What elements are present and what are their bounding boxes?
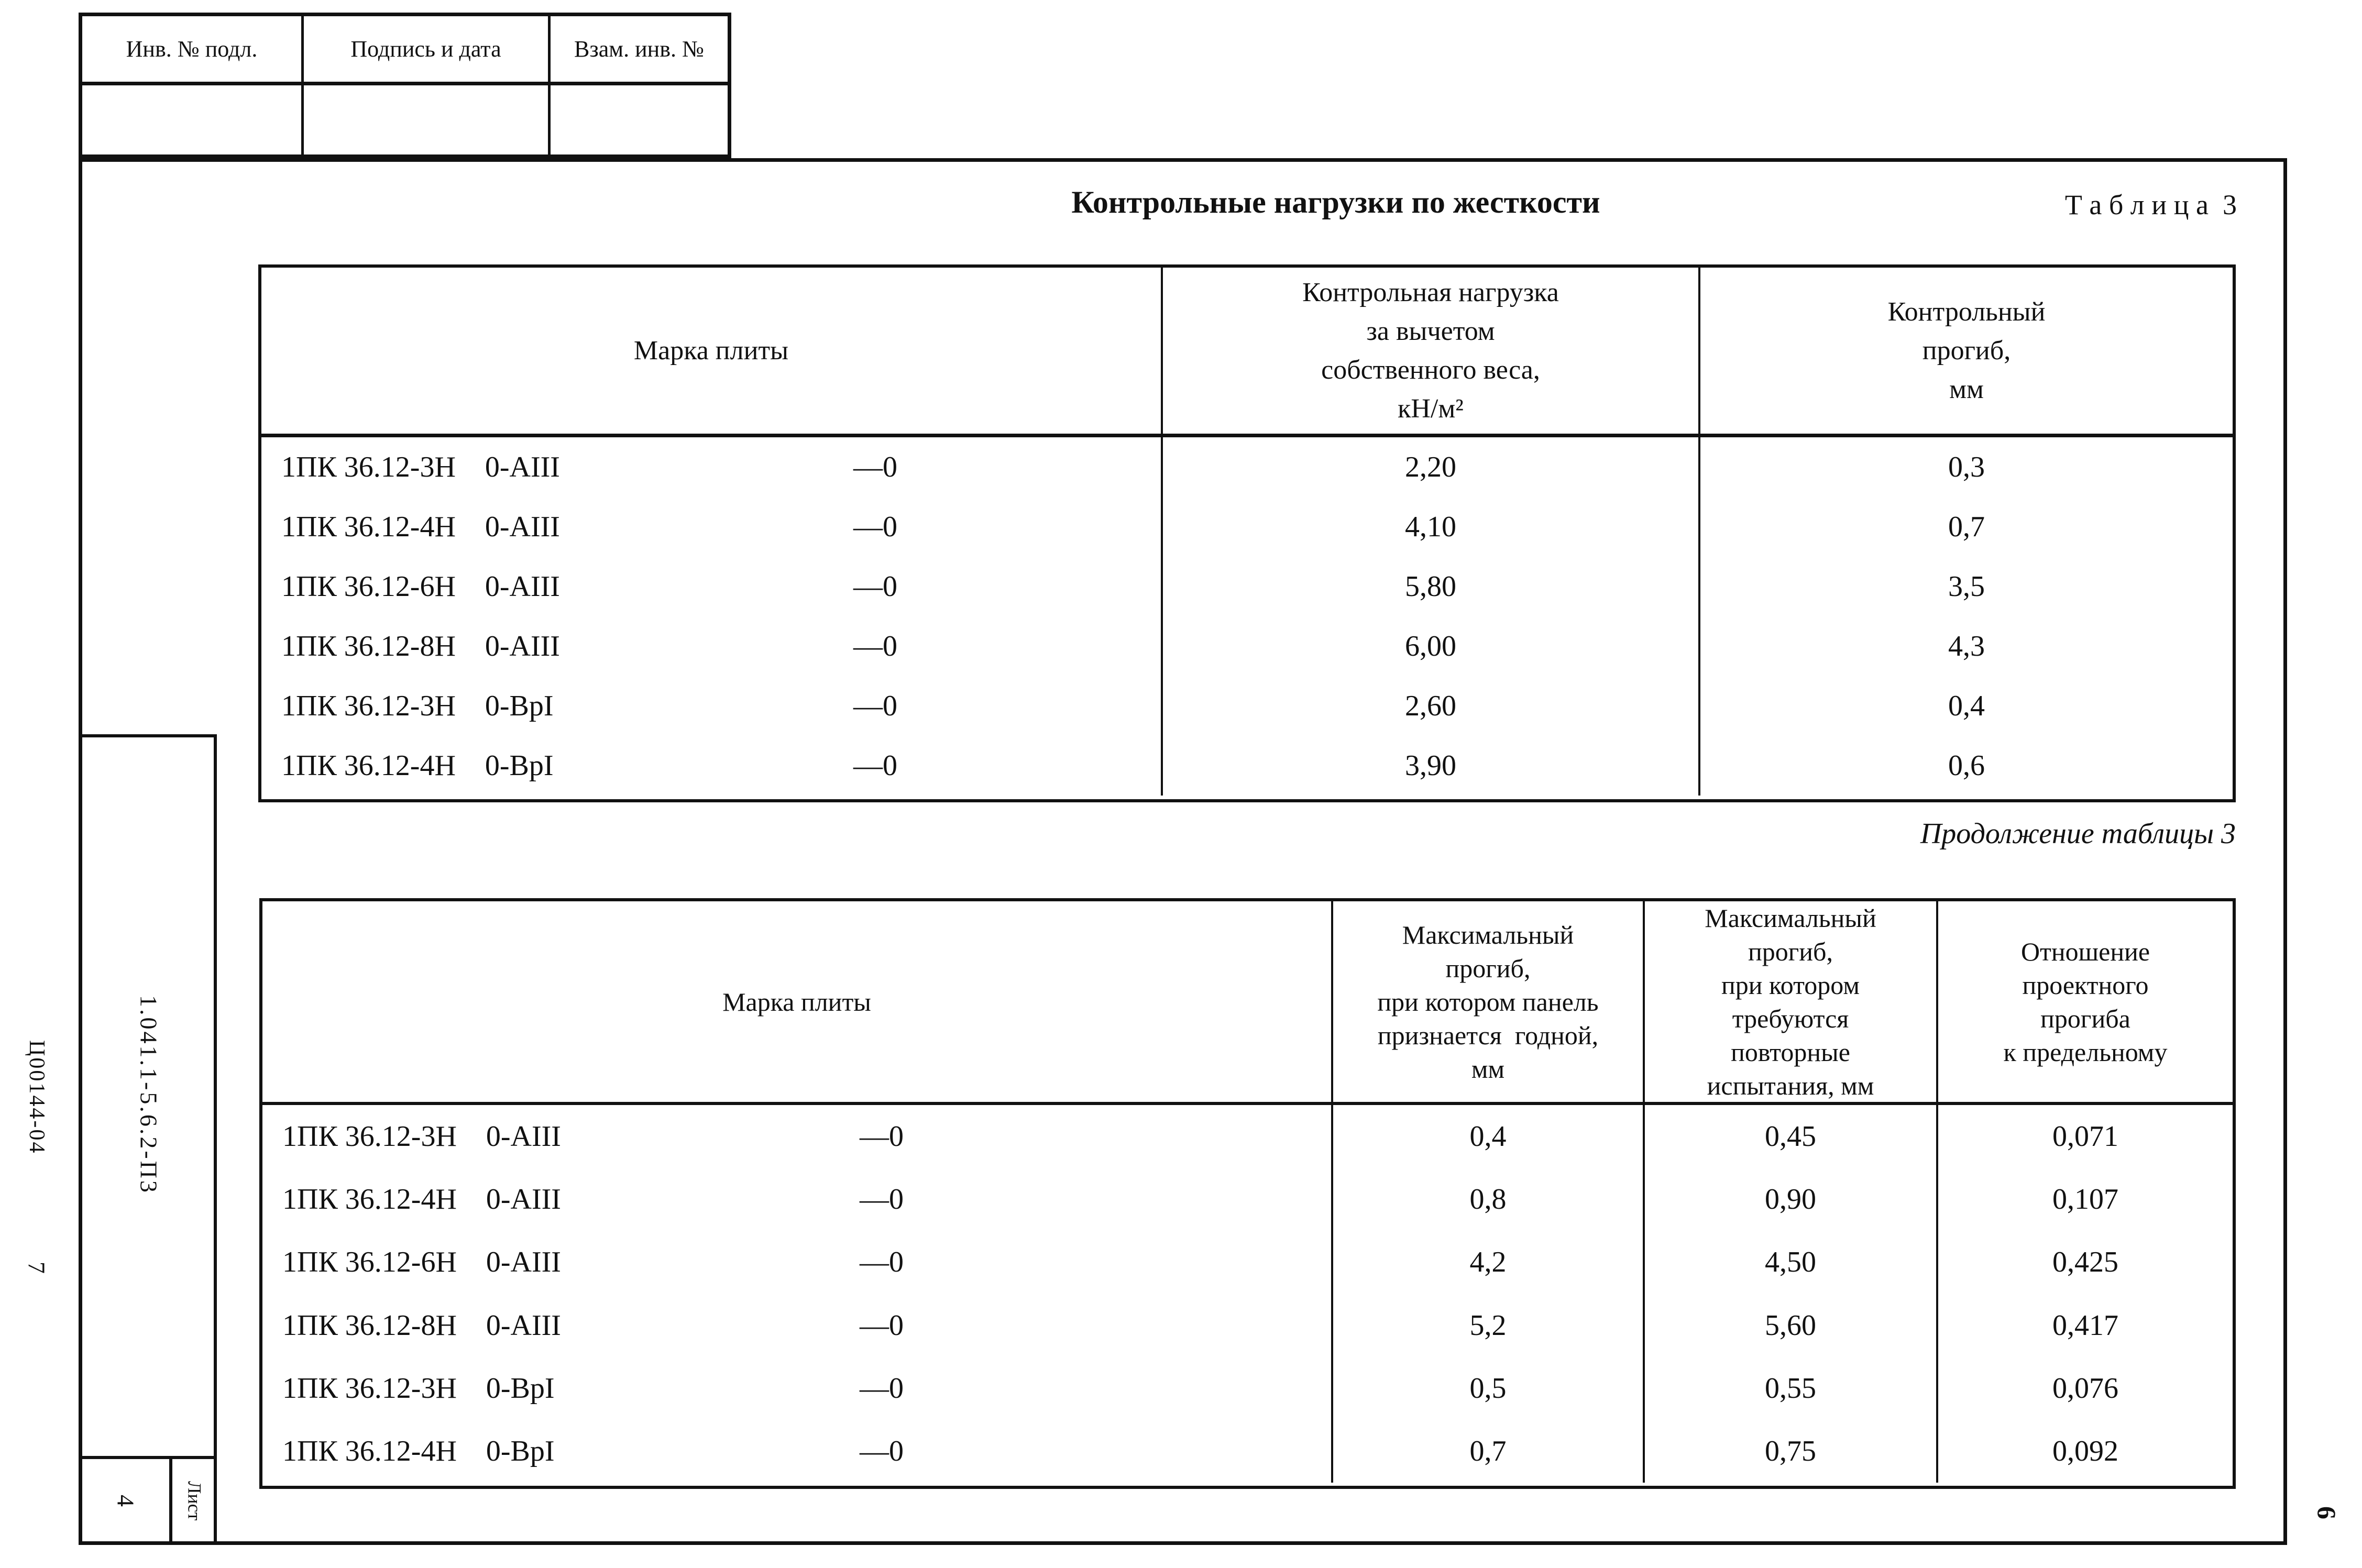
table-continuation-label: Продолжение таблицы 3	[1920, 818, 2236, 850]
table1-body: 1ПК 36.12-3Н 0-АIII —0 1ПК 36.12-4Н 0-АIII —…	[261, 437, 2233, 796]
cell-deflection: 0,6	[1948, 749, 1985, 782]
table-number-label: Т а б л и ц а 3	[2064, 189, 2237, 220]
table2-body: 1ПК 36.12-3Н 0-АIII —0 1ПК 36.12-4Н 0-АIII —…	[262, 1105, 2233, 1483]
sheet-box: 4 Лист	[82, 1456, 217, 1542]
stamp-cell-empty	[551, 85, 728, 154]
table-row: 1ПК 36.12-3Н 0-ВрI —0	[281, 690, 897, 722]
table-row: 1ПК 36.12-8Н 0-АIII —0	[281, 630, 897, 662]
table2-header-max-deflection-retest: Максимальный прогиб, при котором требуют…	[1645, 901, 1938, 1102]
stamp-cell-empty	[82, 85, 304, 154]
table1-header-mark: Марка плиты	[261, 268, 1163, 434]
table-row: 1ПК 36.12-8Н 0-АIII —0	[282, 1309, 904, 1342]
cell-load: 4,10	[1405, 511, 1456, 543]
cell-max-retest: 4,50	[1765, 1246, 1816, 1279]
table2-header-mark: Марка плиты	[262, 901, 1333, 1102]
stamp-cell-podpis-data: Подпись и дата	[304, 16, 551, 85]
table1-col-mark: 1ПК 36.12-3Н 0-АIII —0 1ПК 36.12-4Н 0-АIII —…	[261, 437, 1163, 796]
cell-ratio: 0,425	[2052, 1246, 2118, 1279]
stamp-cell-inv-podl: Инв. № подл.	[82, 16, 304, 85]
cell-max-retest: 5,60	[1765, 1309, 1816, 1342]
cell-load: 2,60	[1405, 690, 1456, 722]
table2-col-max-ok: 0,4 0,8 4,2 5,2 0,5 0,7	[1333, 1105, 1645, 1483]
right-page-number: 6	[2312, 1506, 2342, 1519]
doc-code-vertical: 1.041.1-5.6.2-П3	[135, 995, 162, 1195]
stamp-cell-empty	[304, 85, 551, 154]
table-row: 1ПК 36.12-3Н 0-АIII —0	[282, 1120, 904, 1153]
table1-header-load: Контрольная нагрузка за вычетом собствен…	[1163, 268, 1700, 434]
table2-header-max-deflection-ok: Максимальный прогиб, при котором панель …	[1333, 901, 1645, 1102]
cell-max-ok: 5,2	[1469, 1309, 1507, 1342]
page-title: Контрольные нагрузки по жесткости	[1071, 185, 1600, 219]
table-row: 1ПК 36.12-4Н 0-ВрI —0	[282, 1434, 904, 1467]
table1-col-deflection: 0,3 0,7 3,5 4,3 0,4 0,6	[1700, 437, 2233, 796]
table-row: 1ПК 36.12-4Н 0-АIII —0	[281, 511, 897, 543]
cell-max-ok: 0,8	[1469, 1183, 1507, 1216]
table-control-loads-continuation: Марка плиты Максимальный прогиб, при кот…	[259, 898, 2236, 1489]
cell-deflection: 0,3	[1948, 451, 1985, 483]
stamp-table: Инв. № подл. Подпись и дата Взам. инв. №	[79, 13, 731, 158]
cell-deflection: 0,4	[1948, 690, 1985, 722]
table-row: 1ПК 36.12-6Н 0-АIII —0	[282, 1246, 904, 1279]
cell-max-retest: 0,45	[1765, 1120, 1816, 1153]
cell-max-retest: 0,55	[1765, 1372, 1816, 1405]
table-row: 1ПК 36.12-3Н 0-АIII —0	[281, 451, 897, 483]
cell-load: 5,80	[1405, 570, 1456, 603]
cell-deflection: 3,5	[1948, 570, 1985, 603]
left-column	[79, 734, 217, 1545]
cell-ratio: 0,107	[2052, 1183, 2118, 1216]
table-control-loads: Марка плиты Контрольная нагрузка за выче…	[258, 264, 2236, 802]
left-page-number: 7	[23, 1261, 50, 1274]
table2-header-ratio: Отношение проектного прогиба к предельно…	[2003, 937, 2168, 1067]
inventory-code-vertical: Ц00144-04	[25, 1040, 49, 1155]
sheet-number: 4	[82, 1459, 172, 1542]
cell-deflection: 0,7	[1948, 511, 1985, 543]
table-row: 1ПК 36.12-6Н 0-АIII —0	[281, 570, 897, 603]
cell-ratio: 0,417	[2052, 1309, 2118, 1342]
table-row: 1ПК 36.12-4Н 0-АIII —0	[282, 1183, 904, 1216]
table1-col-load: 2,20 4,10 5,80 6,00 2,60 3,90	[1163, 437, 1700, 796]
table-row: 1ПК 36.12-3Н 0-ВрI —0	[282, 1372, 904, 1405]
cell-max-ok: 4,2	[1469, 1246, 1507, 1279]
table1-header-deflection: Контрольный прогиб, мм	[1887, 296, 2046, 404]
cell-load: 6,00	[1405, 630, 1456, 662]
cell-ratio: 0,092	[2052, 1434, 2118, 1467]
cell-max-ok: 0,5	[1469, 1372, 1507, 1405]
drawing-frame	[79, 158, 2287, 1545]
table1-header-row: Марка плиты Контрольная нагрузка за выче…	[261, 268, 2233, 437]
table2-col-mark: 1ПК 36.12-3Н 0-АIII —0 1ПК 36.12-4Н 0-АIII —…	[262, 1105, 1333, 1483]
cell-max-ok: 0,4	[1469, 1120, 1507, 1153]
cell-deflection: 4,3	[1948, 630, 1985, 662]
cell-max-retest: 0,75	[1765, 1434, 1816, 1467]
sheet-caption: Лист	[184, 1481, 205, 1521]
cell-max-ok: 0,7	[1469, 1434, 1507, 1467]
cell-max-retest: 0,90	[1765, 1183, 1816, 1216]
table2-header-row: Марка плиты Максимальный прогиб, при кот…	[262, 901, 2233, 1105]
cell-load: 3,90	[1405, 749, 1456, 782]
table2-col-max-retest: 0,45 0,90 4,50 5,60 0,55 0,75	[1645, 1105, 1938, 1483]
cell-load: 2,20	[1405, 451, 1456, 483]
cell-ratio: 0,076	[2052, 1372, 2118, 1405]
stamp-cell-vzam-inv: Взам. инв. №	[551, 16, 728, 85]
cell-ratio: 0,071	[2052, 1120, 2118, 1153]
table2-col-ratio: 0,071 0,107 0,425 0,417 0,076 0,092	[1938, 1105, 2233, 1483]
table-row: 1ПК 36.12-4Н 0-ВрI —0	[281, 749, 897, 782]
